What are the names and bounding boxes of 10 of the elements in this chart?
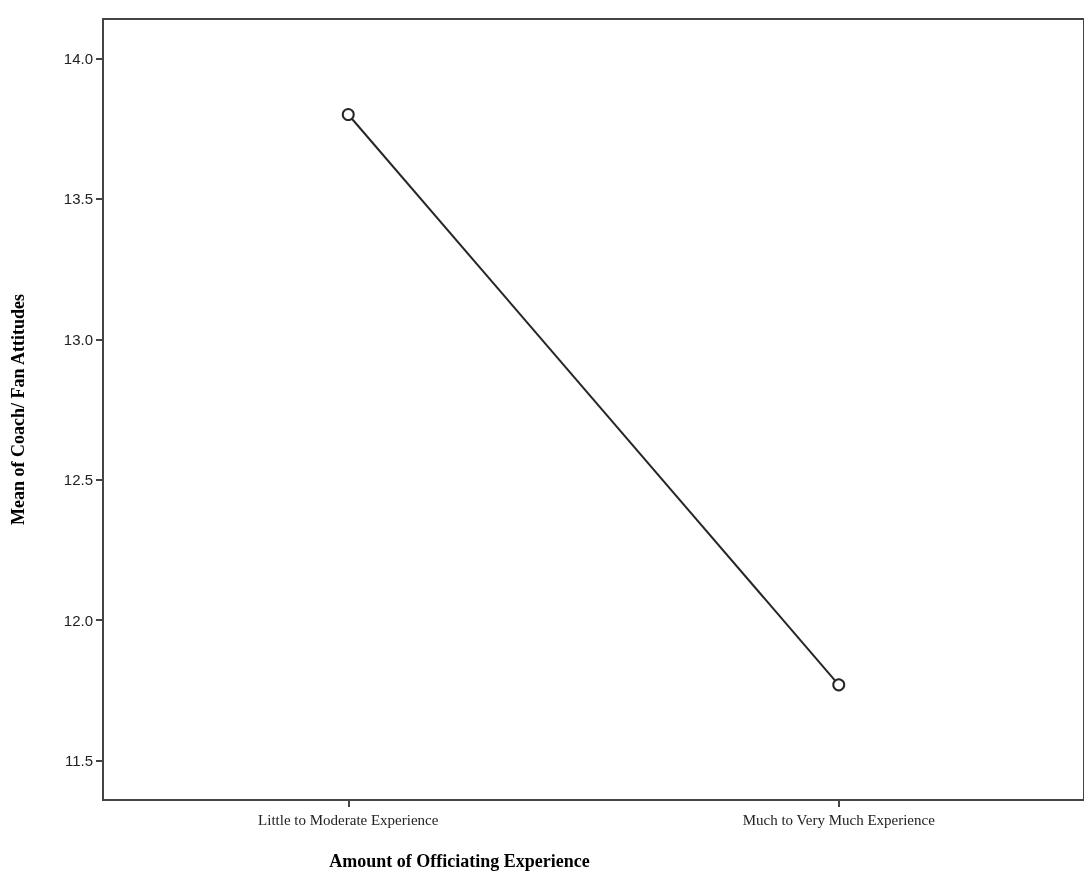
- y-tick-label: 13.5: [63, 190, 93, 208]
- y-tick-label: 14.0: [63, 49, 93, 67]
- x-tick-label: Much to Very Much Experience: [742, 811, 936, 828]
- y-tick-label: 12.5: [63, 471, 93, 489]
- y-tick-label: 12.0: [63, 611, 93, 629]
- x-axis-title: Amount of Officiating Experience: [329, 851, 590, 871]
- y-tick-label: 11.5: [64, 752, 93, 770]
- x-tick-label: Little to Moderate Experience: [258, 811, 439, 828]
- y-axis-title: Mean of Coach/ Fan Attitudes: [8, 294, 28, 525]
- y-tick-label: 13.0: [63, 330, 93, 348]
